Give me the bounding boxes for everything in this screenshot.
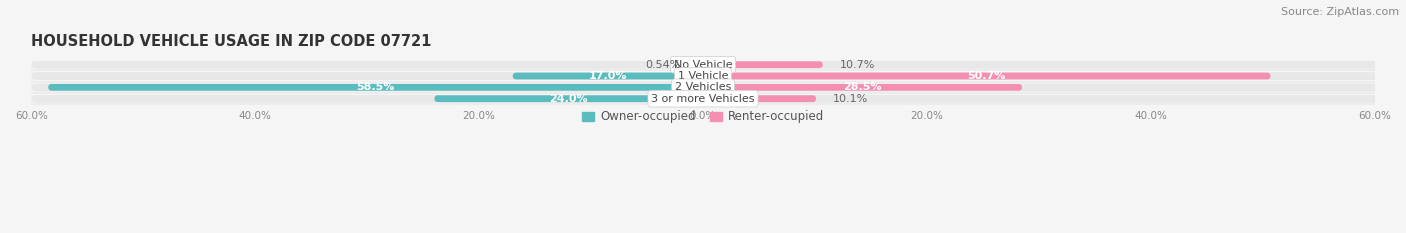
FancyBboxPatch shape [31, 72, 1375, 79]
FancyBboxPatch shape [434, 95, 703, 102]
Text: 50.7%: 50.7% [967, 71, 1005, 81]
Text: 28.5%: 28.5% [844, 82, 882, 92]
FancyBboxPatch shape [35, 72, 1378, 80]
FancyBboxPatch shape [35, 95, 1378, 103]
Text: Source: ZipAtlas.com: Source: ZipAtlas.com [1281, 7, 1399, 17]
FancyBboxPatch shape [513, 73, 703, 79]
FancyBboxPatch shape [35, 84, 1378, 91]
FancyBboxPatch shape [48, 84, 703, 91]
Text: 1 Vehicle: 1 Vehicle [678, 71, 728, 81]
Text: 10.1%: 10.1% [832, 94, 868, 104]
FancyBboxPatch shape [31, 95, 1375, 102]
FancyBboxPatch shape [697, 61, 703, 68]
Text: 58.5%: 58.5% [357, 82, 395, 92]
Text: No Vehicle: No Vehicle [673, 60, 733, 70]
FancyBboxPatch shape [703, 84, 1022, 91]
Text: HOUSEHOLD VEHICLE USAGE IN ZIP CODE 07721: HOUSEHOLD VEHICLE USAGE IN ZIP CODE 0772… [31, 34, 432, 49]
Text: 17.0%: 17.0% [589, 71, 627, 81]
Text: 2 Vehicles: 2 Vehicles [675, 82, 731, 92]
FancyBboxPatch shape [35, 61, 1378, 69]
Text: 3 or more Vehicles: 3 or more Vehicles [651, 94, 755, 104]
Text: 24.0%: 24.0% [550, 94, 588, 104]
FancyBboxPatch shape [703, 73, 1271, 79]
FancyBboxPatch shape [703, 61, 823, 68]
Legend: Owner-occupied, Renter-occupied: Owner-occupied, Renter-occupied [578, 106, 828, 128]
FancyBboxPatch shape [31, 84, 1375, 91]
FancyBboxPatch shape [31, 61, 1375, 68]
Text: 10.7%: 10.7% [839, 60, 875, 70]
Text: 0.54%: 0.54% [645, 60, 681, 70]
FancyBboxPatch shape [703, 95, 815, 102]
